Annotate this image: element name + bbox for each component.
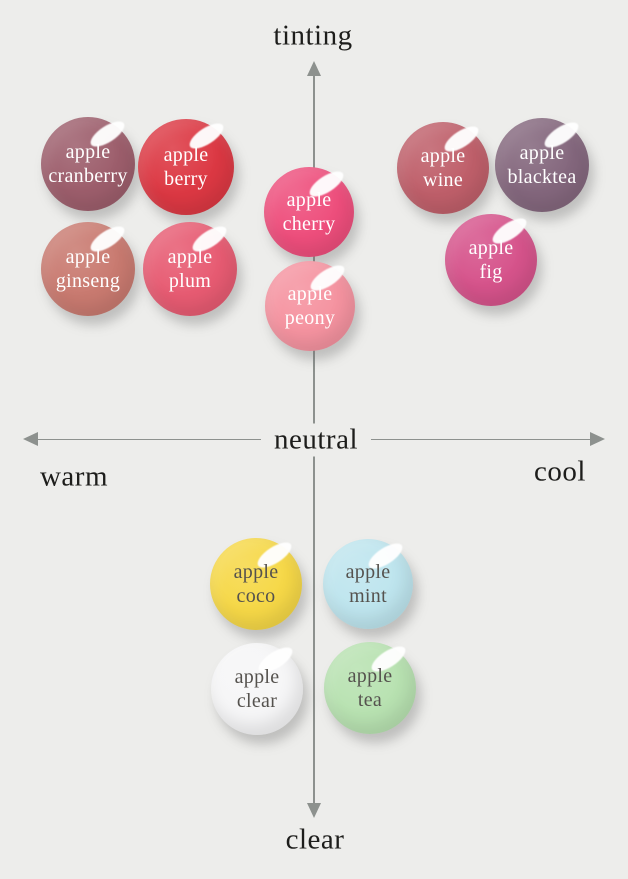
swatch-line2: berry [164,168,208,190]
swatch-apple-ginseng: apple ginseng [41,221,135,316]
swatch-line1: apple [167,245,213,268]
swatch-apple-berry: apple berry [138,118,234,215]
swatch-line2: wine [422,169,464,191]
swatch-line1: apple [233,560,279,583]
axis-label-cool: cool [534,455,586,488]
swatch-apple-wine: apple wine [397,121,489,214]
axis-label-tinting: tinting [273,19,353,52]
swatch-line2: tea [357,689,383,711]
swatch-line2: cranberry [48,165,128,187]
swatch-line1: apple [234,665,280,688]
swatch-line2: clear [236,690,278,712]
swatch-apple-plum: apple plum [143,221,237,316]
swatch-line1: apple [65,140,111,163]
swatch-apple-clear: apple clear [211,642,303,735]
swatch-line2: fig [479,261,503,283]
swatch-line1: apple [286,188,332,211]
axis-label-clear: clear [285,823,345,856]
swatch-line2: peony [284,307,336,329]
swatch-line2: coco [236,585,276,607]
axis-label-warm: warm [39,460,109,493]
swatch-line1: apple [420,144,466,167]
swatch-apple-fig: apple fig [445,213,537,306]
swatch-apple-cherry: apple cherry [264,166,354,257]
arrow-right-icon [590,432,605,447]
swatch-apple-blacktea: apple blacktea [495,117,589,212]
swatch-apple-peony: apple peony [265,260,355,351]
swatch-apple-mint: apple mint [323,538,413,629]
swatch-apple-coco: apple coco [210,537,302,630]
swatch-line1: apple [163,143,209,166]
axis-label-neutral: neutral [260,423,372,457]
swatch-apple-tea: apple tea [324,641,416,734]
swatch-line1: apple [287,282,333,305]
swatch-line1: apple [468,236,514,259]
swatch-line1: apple [519,141,565,164]
swatch-line1: apple [65,245,111,268]
swatch-line2: plum [168,270,212,292]
swatch-line2: ginseng [55,270,121,292]
swatch-line2: blacktea [507,166,577,188]
swatch-line1: apple [345,560,391,583]
swatch-line1: apple [347,664,393,687]
swatch-line2: cherry [282,213,336,235]
arrow-up-icon [307,61,321,76]
swatch-apple-cranberry: apple cranberry [41,116,135,211]
arrow-down-icon [307,803,321,818]
swatch-line2: mint [349,585,387,607]
arrow-left-icon [23,432,38,447]
